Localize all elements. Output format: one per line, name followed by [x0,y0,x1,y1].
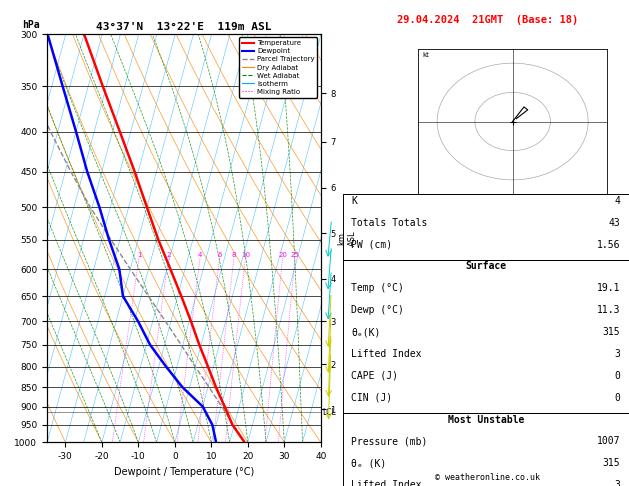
Text: Most Unstable: Most Unstable [448,415,524,425]
Text: 11.3: 11.3 [597,305,620,315]
Text: 1.56: 1.56 [597,240,620,250]
Title: 43°37'N  13°22'E  119m ASL: 43°37'N 13°22'E 119m ASL [96,22,272,32]
Text: kt: kt [422,52,429,58]
Text: 315: 315 [603,458,620,469]
Y-axis label: km
ASL: km ASL [337,230,357,246]
Text: CIN (J): CIN (J) [352,393,392,403]
X-axis label: Dewpoint / Temperature (°C): Dewpoint / Temperature (°C) [114,467,254,477]
Text: 6: 6 [218,252,222,258]
Text: 1: 1 [136,252,142,258]
Text: 19.1: 19.1 [597,283,620,294]
Text: 10: 10 [241,252,250,258]
Text: Temp (°C): Temp (°C) [352,283,404,294]
Text: θₑ(K): θₑ(K) [352,327,381,337]
Text: Surface: Surface [465,261,506,272]
Text: 4: 4 [198,252,203,258]
Text: hPa: hPa [23,20,40,30]
Text: 3: 3 [615,480,620,486]
Text: 1007: 1007 [597,436,620,447]
Text: 3: 3 [615,349,620,359]
Text: Lifted Index: Lifted Index [352,480,422,486]
Text: Pressure (mb): Pressure (mb) [352,436,428,447]
Text: 2: 2 [166,252,170,258]
Text: Totals Totals: Totals Totals [352,218,428,228]
Text: Lifted Index: Lifted Index [352,349,422,359]
Text: CAPE (J): CAPE (J) [352,371,398,381]
Legend: Temperature, Dewpoint, Parcel Trajectory, Dry Adiabat, Wet Adiabat, Isotherm, Mi: Temperature, Dewpoint, Parcel Trajectory… [239,37,317,98]
Text: 20: 20 [278,252,287,258]
Text: 0: 0 [615,393,620,403]
Text: 4: 4 [615,196,620,206]
Text: Dewp (°C): Dewp (°C) [352,305,404,315]
Text: 8: 8 [231,252,237,258]
Bar [343,194,629,260]
Text: K: K [352,196,357,206]
Text: 43: 43 [609,218,620,228]
Text: LCL: LCL [322,408,336,417]
Text: 315: 315 [603,327,620,337]
Text: θₑ (K): θₑ (K) [352,458,387,469]
Text: 29.04.2024  21GMT  (Base: 18): 29.04.2024 21GMT (Base: 18) [397,15,578,25]
Text: © weatheronline.co.uk: © weatheronline.co.uk [435,473,540,482]
Bar [343,260,629,413]
Bar [343,413,629,486]
Text: 0: 0 [615,371,620,381]
Text: PW (cm): PW (cm) [352,240,392,250]
Text: 25: 25 [291,252,299,258]
